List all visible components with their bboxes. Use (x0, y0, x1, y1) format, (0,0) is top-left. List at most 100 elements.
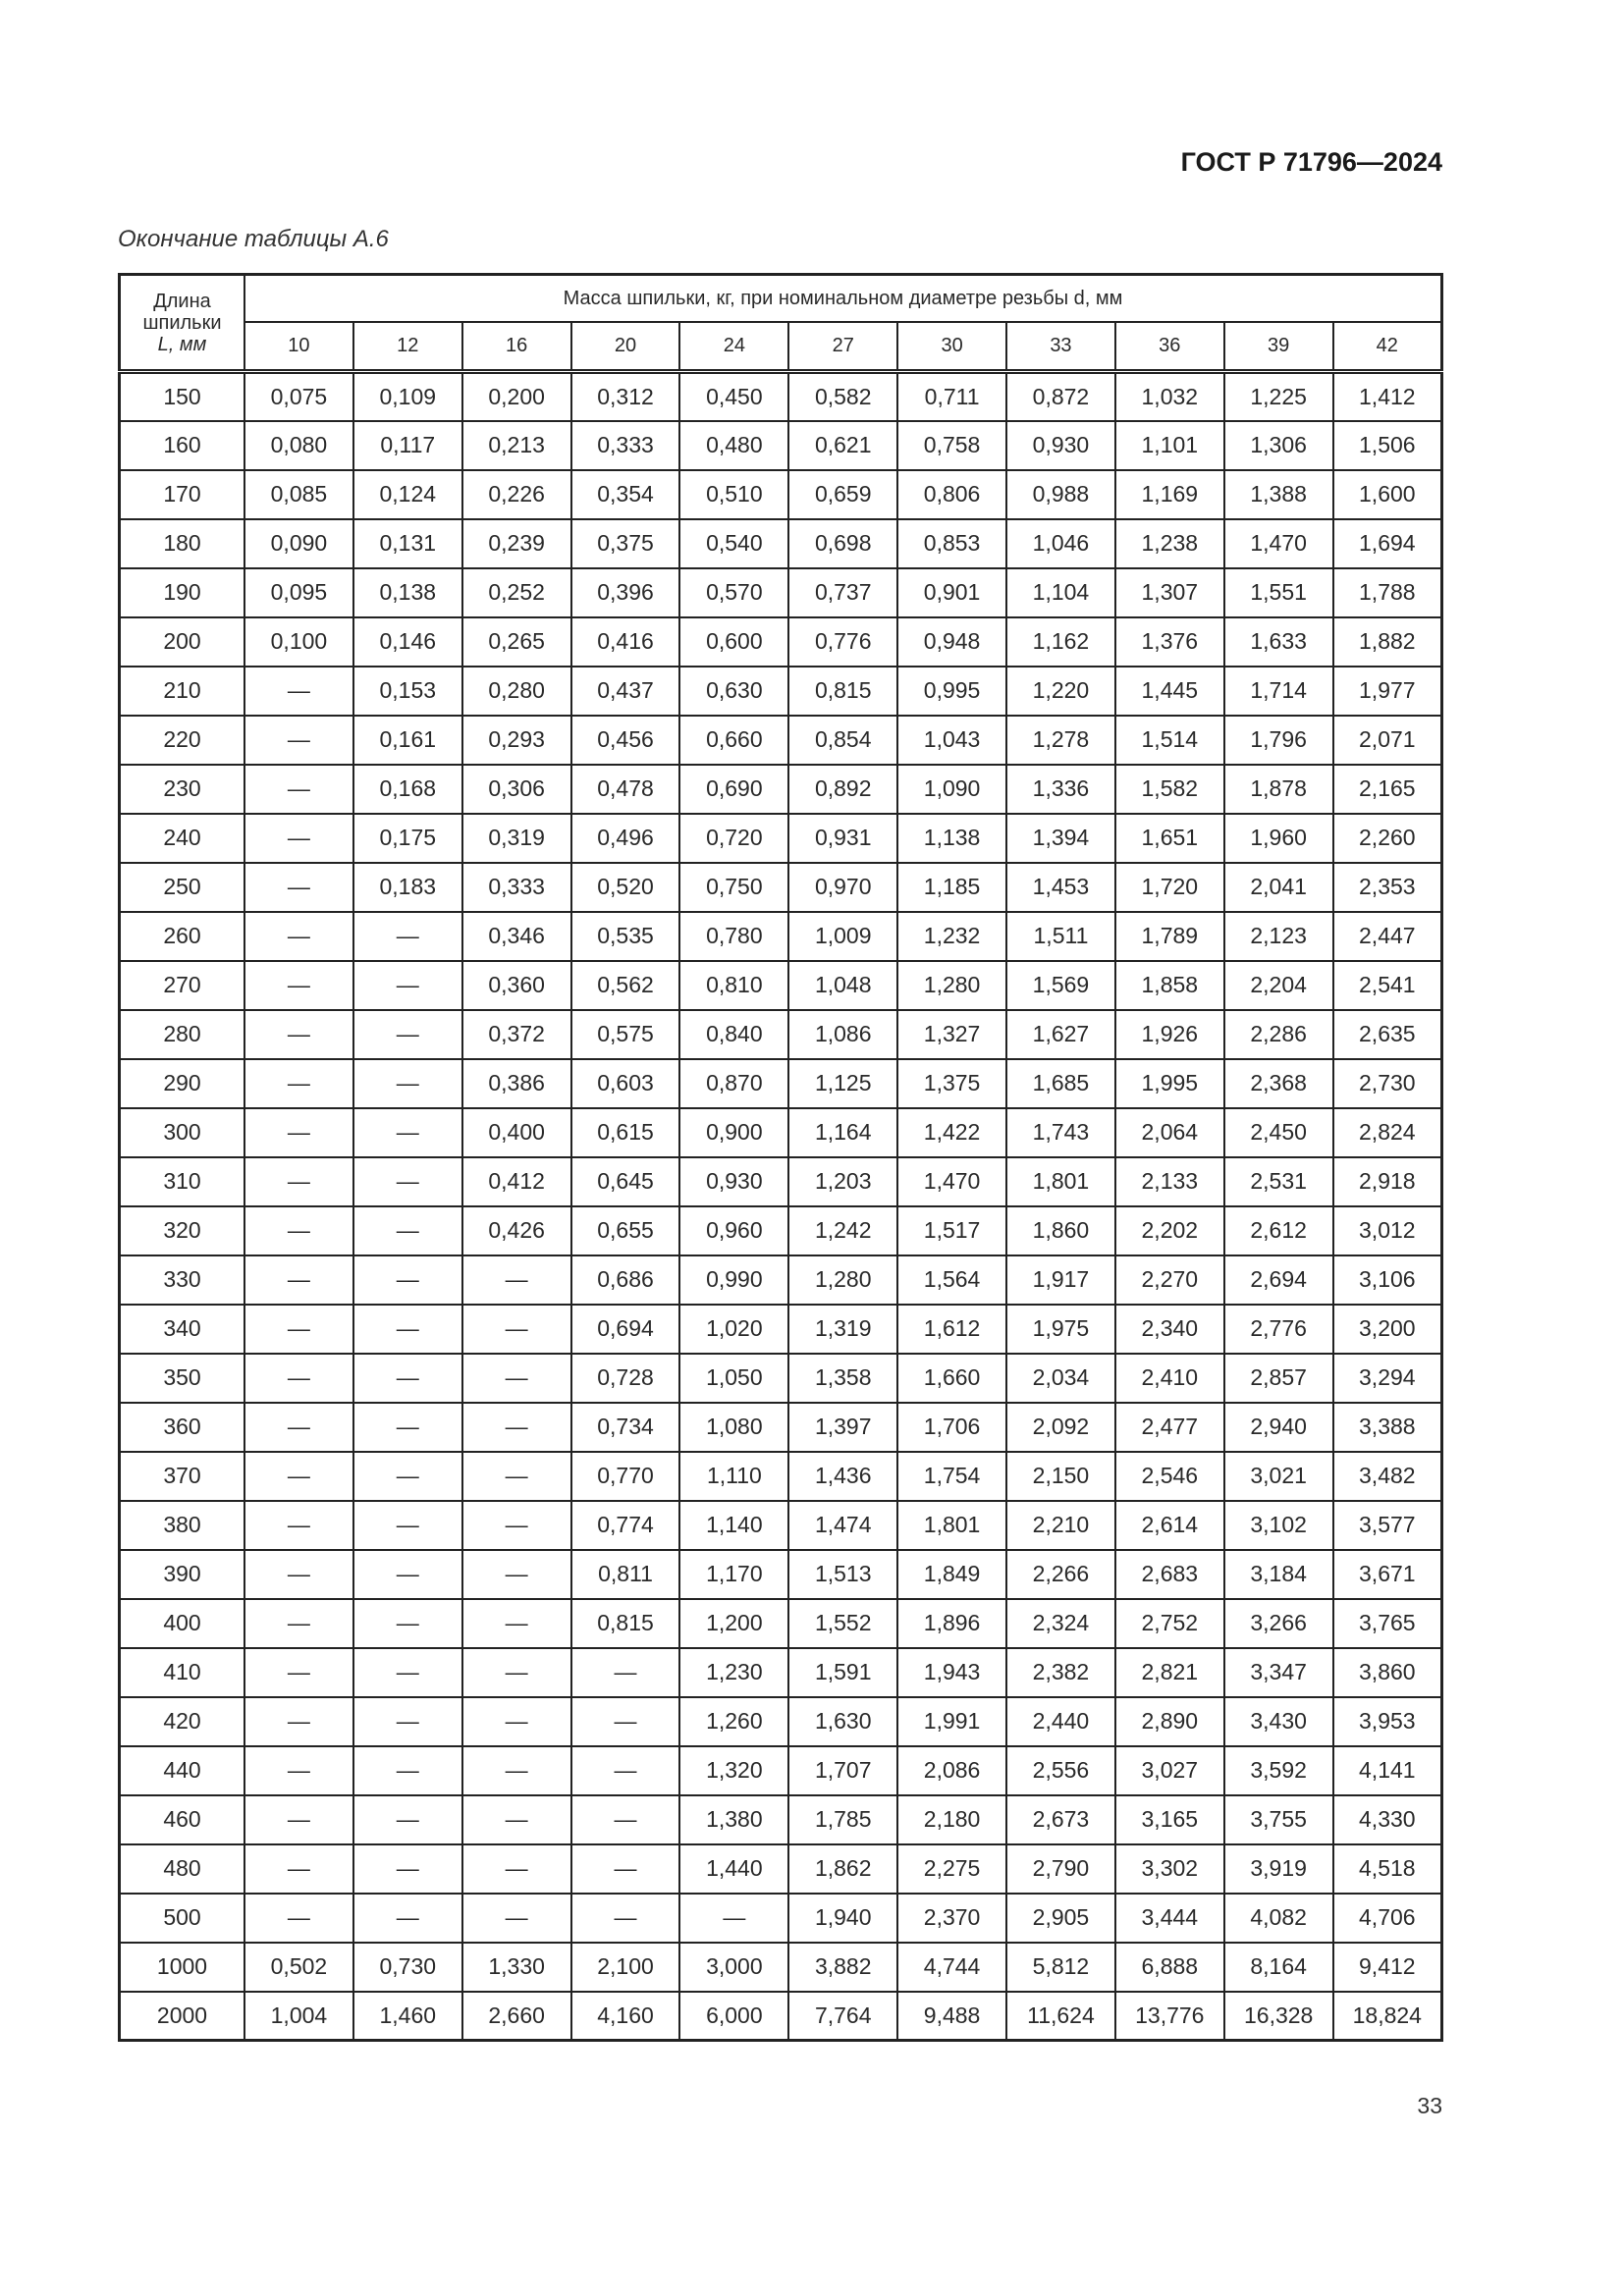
table-row: 480— — — —1,440 1,862 2,275 2,790 3,302 3,919 4,5… (118, 1842, 1443, 1895)
table-row: 290— —0,386 0,603 0,870 1,125 1,375 1,685 1,995… (118, 1057, 1443, 1109)
mass-cell: 0,570 (678, 566, 790, 618)
mass-cell: 0,582 (787, 369, 899, 422)
mass-cell: — (569, 1744, 681, 1796)
mass-cell: 2,270 (1113, 1254, 1225, 1306)
length-cell: 1000 (118, 1941, 245, 1993)
mass-cell: 3,266 (1222, 1597, 1334, 1649)
mass-cell: 3,102 (1222, 1499, 1334, 1551)
mass-cell: 1,032 (1113, 369, 1225, 422)
diameter-header: 24 (678, 321, 790, 373)
mass-cell: 0,480 (678, 419, 790, 471)
mass-cell: 1,789 (1113, 910, 1225, 962)
mass-cell: 2,353 (1331, 861, 1443, 913)
mass-cell: 0,615 (569, 1106, 681, 1158)
mass-cell: 0,117 (352, 419, 463, 471)
table-row: 190 0,095 0,138 0,252 0,396 0,570 0,737 0,901 1,… (118, 566, 1443, 618)
mass-cell: 1,004 (244, 1990, 354, 2042)
length-cell: 250 (118, 861, 245, 913)
mass-cell: 1,238 (1113, 517, 1225, 569)
table-row: 240—0,175 0,319 0,496 0,720 0,931 1,138 1,394 1… (118, 812, 1443, 864)
mass-cell: 0,437 (569, 665, 681, 717)
mass-cell: — (352, 1057, 463, 1109)
mass-cell: 1,138 (896, 812, 1008, 864)
mass-cell: 1,388 (1222, 468, 1334, 520)
mass-cell: 1,470 (896, 1155, 1008, 1207)
mass-cell: — (244, 1499, 354, 1551)
mass-cell: 1,319 (787, 1303, 899, 1355)
length-cell: 380 (118, 1499, 245, 1551)
mass-cell: 3,430 (1222, 1695, 1334, 1747)
diameter-header: 36 (1113, 321, 1225, 373)
mass-cell: — (460, 1842, 572, 1895)
mass-cell: 2,202 (1113, 1204, 1225, 1256)
mass-cell: — (244, 1744, 354, 1796)
mass-cell: 0,265 (460, 615, 572, 667)
length-cell: 280 (118, 1008, 245, 1060)
mass-cell: 0,426 (460, 1204, 572, 1256)
mass-cell: 1,320 (678, 1744, 790, 1796)
mass-cell: 2,340 (1113, 1303, 1225, 1355)
mass-cell: 4,744 (896, 1941, 1008, 1993)
mass-cell: 1,917 (1005, 1254, 1116, 1306)
mass-cell: 1,260 (678, 1695, 790, 1747)
length-cell: 160 (118, 419, 245, 471)
mass-cell: 0,146 (352, 615, 463, 667)
mass-cell: 0,659 (787, 468, 899, 520)
mass-cell: 3,592 (1222, 1744, 1334, 1796)
length-cell: 330 (118, 1254, 245, 1306)
length-cell: 420 (118, 1695, 245, 1747)
length-cell: 350 (118, 1352, 245, 1404)
mass-cell: 0,711 (896, 369, 1008, 422)
mass-cell: 1,630 (787, 1695, 899, 1747)
length-cell: 320 (118, 1204, 245, 1256)
length-cell: 170 (118, 468, 245, 520)
mass-cell: 2,673 (1005, 1793, 1116, 1845)
mass-cell: 0,995 (896, 665, 1008, 717)
mass-cell: — (352, 1204, 463, 1256)
mass-cell: 16,328 (1222, 1990, 1334, 2042)
mass-cell: 5,812 (1005, 1941, 1116, 1993)
mass-cell: 0,396 (569, 566, 681, 618)
mass-cell: 0,870 (678, 1057, 790, 1109)
mass-cell: 1,940 (787, 1892, 899, 1944)
mass-cell: — (244, 812, 354, 864)
length-cell: 210 (118, 665, 245, 717)
mass-cell: 2,382 (1005, 1646, 1116, 1698)
mass-cell: 1,050 (678, 1352, 790, 1404)
mass-cell: 0,168 (352, 763, 463, 815)
mass-cell: 0,293 (460, 714, 572, 766)
mass-cell: 0,900 (678, 1106, 790, 1158)
diameter-header: 42 (1331, 321, 1443, 373)
mass-cell: — (352, 1744, 463, 1796)
table-row: 370— — —0,770 1,110 1,436 1,754 2,150 2,546 3,02… (118, 1450, 1443, 1502)
mass-cell: 3,577 (1331, 1499, 1443, 1551)
mass-cell: 0,412 (460, 1155, 572, 1207)
mass-cell: 0,312 (569, 369, 681, 422)
mass-cell: 1,754 (896, 1450, 1008, 1502)
length-cell: 310 (118, 1155, 245, 1207)
mass-cell: 2,546 (1113, 1450, 1225, 1502)
mass-cell: 0,603 (569, 1057, 681, 1109)
mass-cell: — (244, 1008, 354, 1060)
page-number: 33 (1417, 2093, 1442, 2118)
mass-cell: 1,453 (1005, 861, 1116, 913)
mass-cell: 0,930 (678, 1155, 790, 1207)
mass-cell: 1,200 (678, 1597, 790, 1649)
mass-cell: 1,101 (1113, 419, 1225, 471)
mass-cell: 2,368 (1222, 1057, 1334, 1109)
mass-cell: 0,970 (787, 861, 899, 913)
mass-cell: 2,133 (1113, 1155, 1225, 1207)
length-cell: 480 (118, 1842, 245, 1895)
table-row: 340— — —0,694 1,020 1,319 1,612 1,975 2,340 2,77… (118, 1303, 1443, 1355)
mass-cell: 3,165 (1113, 1793, 1225, 1845)
mass-cell: 1,436 (787, 1450, 899, 1502)
mass-cell: 1,474 (787, 1499, 899, 1551)
mass-cell: 1,685 (1005, 1057, 1116, 1109)
mass-cell: 0,660 (678, 714, 790, 766)
mass-cell: 3,347 (1222, 1646, 1334, 1698)
mass-cell: 1,882 (1331, 615, 1443, 667)
diameter-header: 20 (569, 321, 681, 373)
mass-cell: 1,694 (1331, 517, 1443, 569)
mass-cell: — (244, 763, 354, 815)
length-cell: 270 (118, 959, 245, 1011)
